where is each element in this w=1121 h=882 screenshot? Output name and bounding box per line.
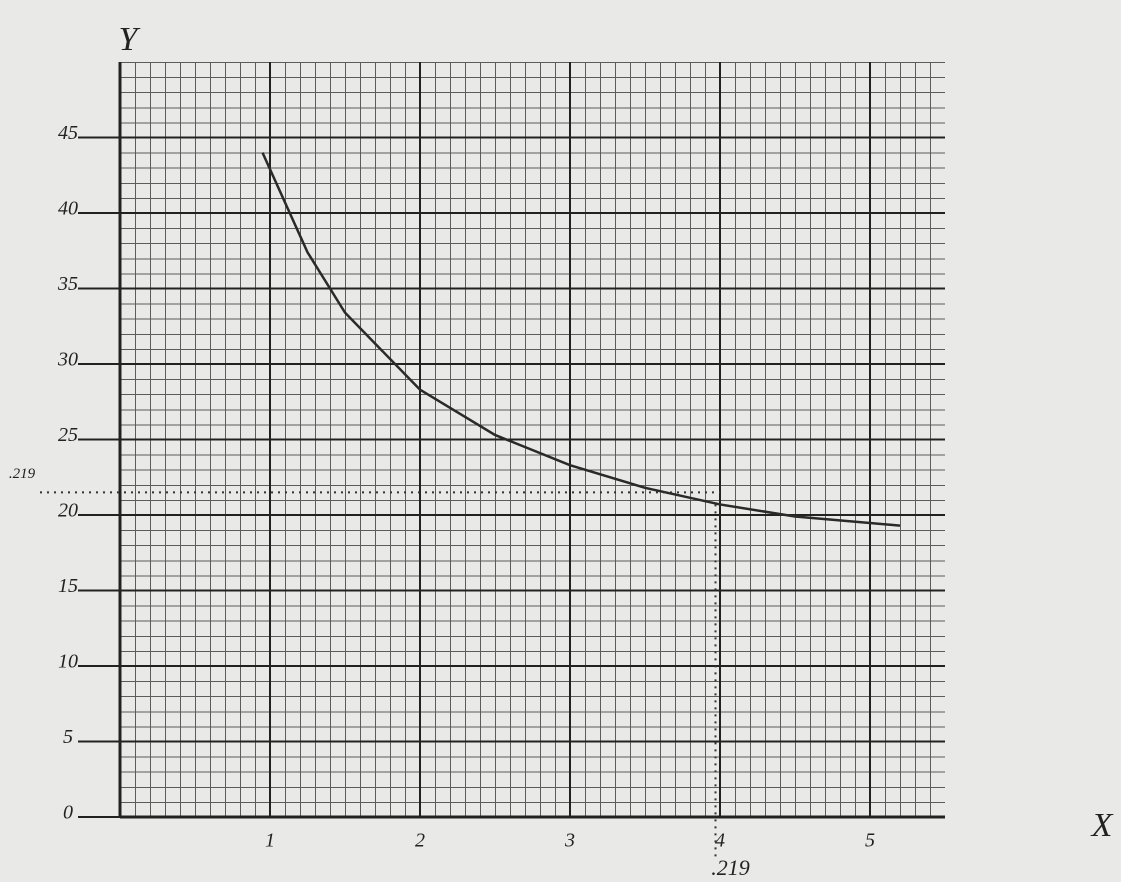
y-tick-label: 25 (58, 424, 78, 446)
x-tick-label: 4 (715, 830, 725, 852)
y-axis-label: Y (119, 21, 141, 58)
y-tick-label: 40 (58, 198, 78, 220)
y-tick-label: 45 (58, 122, 78, 144)
x-axis-label: X (1090, 807, 1114, 844)
x-tick-label: 3 (564, 830, 575, 852)
x-tick-label: 2 (415, 830, 425, 852)
annotation: .219 (9, 466, 36, 482)
y-tick-label: 5 (63, 726, 73, 748)
y-tick-label: 15 (58, 575, 78, 597)
y-tick-label: 20 (58, 500, 78, 522)
curve (261, 152, 901, 527)
y-tick-label: 35 (57, 273, 78, 295)
y-tick-label: 10 (58, 651, 78, 673)
x-tick-label: 1 (265, 830, 275, 852)
x-tick-label: 5 (865, 830, 875, 852)
annotation: .219 (711, 855, 750, 880)
y-tick-label: 0 (63, 802, 73, 824)
y-tick-label: 30 (57, 349, 78, 371)
